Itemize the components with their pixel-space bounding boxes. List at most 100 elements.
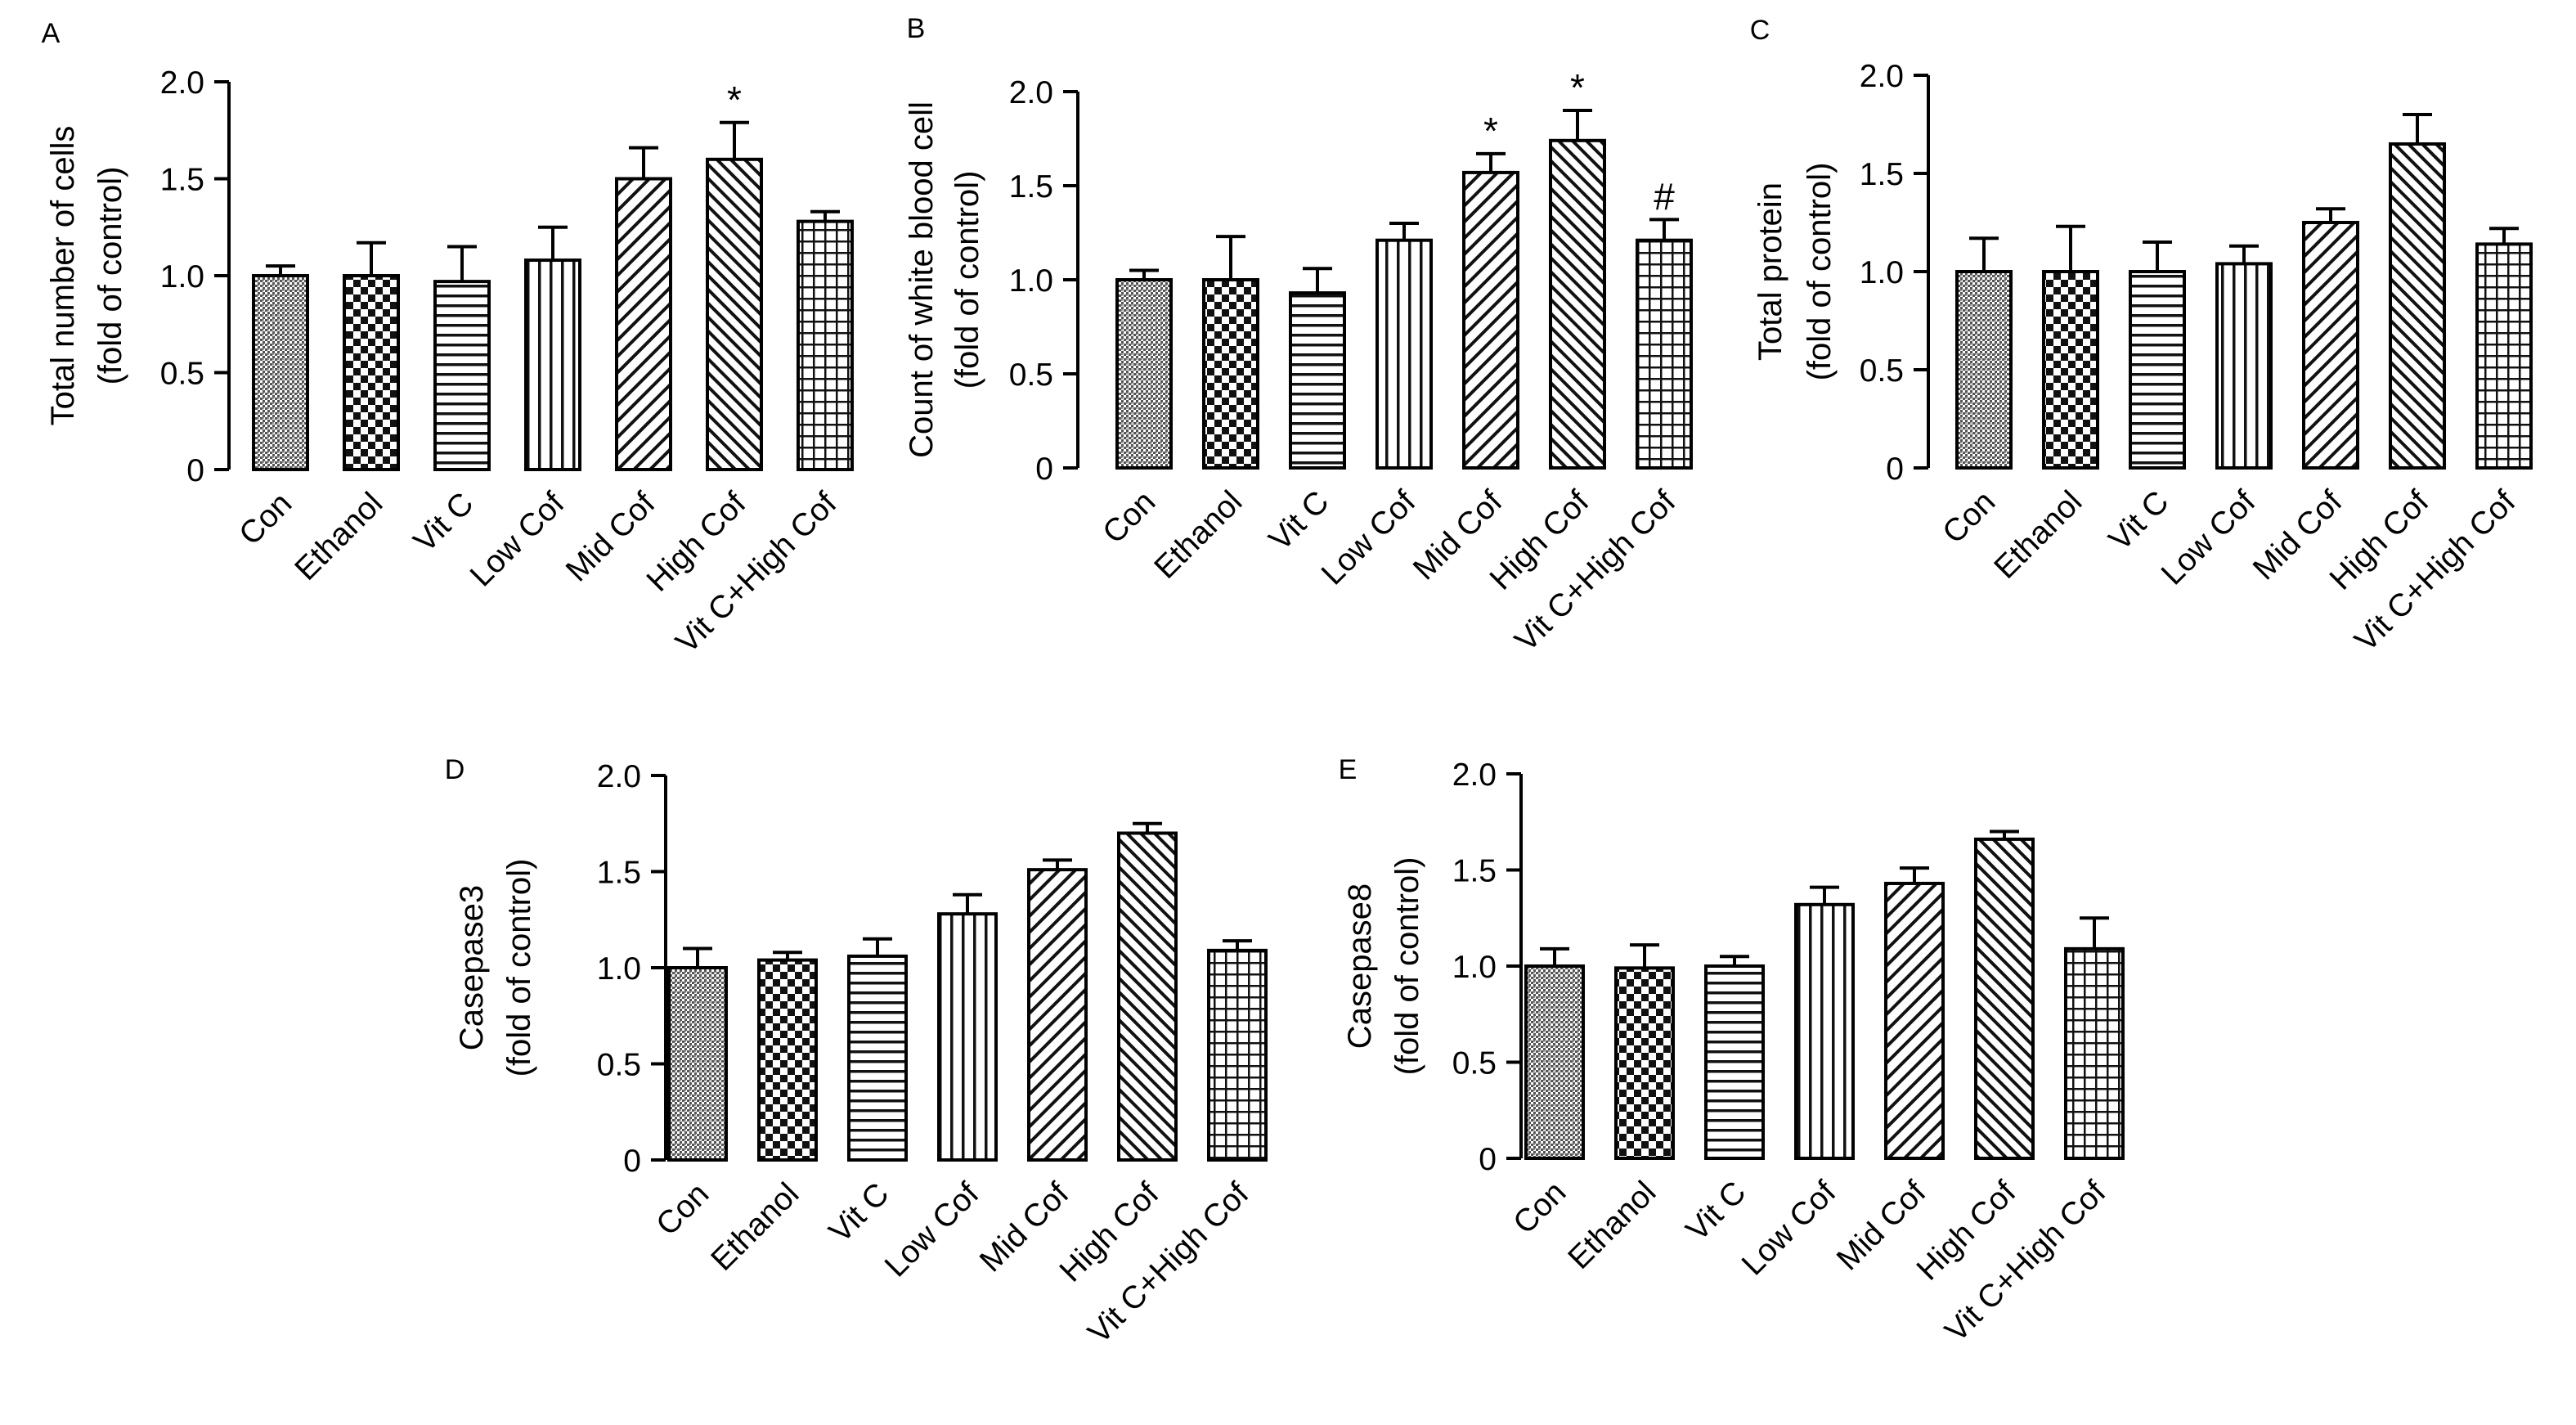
y-tick-label: 1.0	[1009, 263, 1053, 299]
x-category-label: Con	[232, 486, 298, 552]
bar-con	[1115, 278, 1173, 470]
bar-low-cof	[2215, 262, 2273, 470]
x-category-label: Ethanol	[1147, 484, 1249, 586]
y-axis-label: Casepase8	[1342, 883, 1378, 1049]
y-tick-label: 2.0	[1009, 75, 1053, 110]
y-tick-label: 2.0	[1452, 757, 1497, 793]
bar-ethanol	[2042, 270, 2099, 470]
panel-letter: C	[1750, 15, 1770, 46]
x-category-label: Con	[649, 1176, 716, 1243]
bar-vit-c-high-cof	[1207, 948, 1268, 1162]
y-tick-label: 2.0	[597, 759, 641, 794]
significance-marker: #	[1654, 175, 1675, 218]
y-tick-label: 1.0	[160, 259, 204, 294]
x-category-label: Vit C+High Cof	[669, 486, 843, 660]
bar-vit-c	[433, 280, 491, 471]
bar-vit-c	[1704, 964, 1765, 1160]
x-category-label: Low Cof	[878, 1176, 986, 1284]
bar-low-cof	[524, 258, 581, 472]
chart-panel-c: C 0 0.5 1.0 1.5 2.0 Total protein (fold of cont…	[1750, 15, 2533, 659]
significance-marker: *	[1570, 66, 1585, 109]
significance-marker: *	[727, 79, 742, 121]
panel-letter: D	[445, 754, 465, 785]
x-category-label: Low Cof	[464, 486, 572, 594]
significance-marker: *	[1483, 110, 1498, 152]
y-tick-label: 0	[623, 1144, 641, 1179]
x-category-label: Vit C	[823, 1176, 896, 1250]
x-category-label: Vit C+High Cof	[1508, 484, 1682, 659]
bar-vit-c	[847, 954, 908, 1162]
x-category-label: Ethanol	[704, 1176, 806, 1278]
bar-con	[252, 274, 309, 471]
x-category-label: Vit C	[1680, 1175, 1753, 1248]
y-axis-label-unit: (fold of control)	[1802, 163, 1838, 381]
panel-letter: E	[1339, 754, 1358, 785]
x-category-label: Vit C	[2103, 484, 2176, 558]
bar-ethanol	[757, 958, 818, 1162]
bar-ethanol	[1614, 966, 1675, 1160]
y-axis-label-unit: (fold of control)	[501, 859, 537, 1077]
x-category-label: Vit C	[1263, 484, 1336, 558]
bar-low-cof	[1794, 902, 1855, 1161]
x-category-label: Low Cof	[1735, 1175, 1843, 1283]
bar-ethanol	[1202, 278, 1259, 470]
bar-vit-c	[2129, 270, 2186, 470]
x-category-label: Low Cof	[2155, 484, 2263, 592]
bar-vit-c-high-cof	[2064, 946, 2125, 1160]
y-tick-label: 1.0	[1860, 255, 1904, 290]
bar-mid-cof	[615, 177, 672, 471]
y-axis-label-unit: (fold of control)	[92, 167, 128, 385]
bar-high-cof	[2389, 142, 2446, 470]
x-category-label: Vit C+High Cof	[2348, 484, 2522, 659]
y-tick-label: 2.0	[160, 65, 204, 101]
y-tick-label: 1.5	[1452, 854, 1497, 889]
bar-vit-c	[1289, 291, 1346, 470]
bar-high-cof	[1549, 138, 1606, 470]
y-tick-label: 1.5	[597, 856, 641, 891]
y-tick-label: 0	[186, 453, 204, 488]
bar-low-cof	[1376, 238, 1433, 470]
bar-vit-c-high-cof	[1636, 238, 1693, 470]
y-tick-label: 0	[1479, 1142, 1497, 1177]
y-axis-label: Casepase3	[454, 885, 490, 1050]
y-tick-label: 0.5	[1860, 353, 1904, 389]
bar-high-cof	[1974, 837, 2035, 1161]
chart-panel-e: E 0 0.5 1.0 1.5 2.0 Casepase8 (fold of control)…	[1339, 754, 2125, 1349]
y-axis-label: Total number of cells	[45, 126, 81, 426]
y-axis-label: Total protein	[1752, 182, 1788, 361]
y-axis-label: Count of white blood cell	[904, 101, 940, 458]
x-category-label: Vit C	[407, 486, 481, 560]
bar-vit-c-high-cof	[797, 219, 854, 471]
y-tick-label: 1.0	[1452, 950, 1497, 985]
bar-low-cof	[937, 912, 998, 1162]
bar-con	[1955, 270, 2013, 470]
y-tick-label: 2.0	[1860, 59, 1904, 94]
y-tick-label: 1.5	[1009, 169, 1053, 205]
y-tick-label: 0.5	[160, 357, 204, 392]
x-category-label: Low Cof	[1315, 484, 1423, 592]
y-tick-label: 0.5	[1452, 1046, 1497, 1081]
y-tick-label: 1.5	[160, 163, 204, 198]
chart-panel-a: A 0 0.5 1.0 1.5 2.0 Total number of cells (fold…	[42, 18, 854, 660]
y-tick-label: 0	[1886, 452, 1904, 487]
panel-letter: B	[907, 13, 926, 44]
bar-mid-cof	[1027, 868, 1088, 1162]
x-category-label: Ethanol	[1561, 1175, 1663, 1276]
bar-con	[667, 966, 728, 1162]
x-category-label: Ethanol	[1987, 484, 2089, 586]
x-category-label: Con	[1936, 484, 2002, 551]
bar-vit-c-high-cof	[2475, 242, 2533, 470]
chart-panel-d: D 0 0.5 1.0 1.5 2.0 Casepase3 (fold of control)…	[445, 754, 1268, 1351]
y-axis-label-unit: (fold of control)	[949, 171, 985, 389]
bar-high-cof	[1117, 831, 1178, 1162]
bar-mid-cof	[1462, 170, 1519, 470]
x-category-label: Con	[1096, 484, 1162, 551]
y-tick-label: 1.0	[597, 951, 641, 987]
x-category-label: Vit C+High Cof	[1938, 1175, 2112, 1349]
x-category-label: Ethanol	[288, 486, 389, 587]
y-tick-label: 1.5	[1860, 157, 1904, 192]
bar-con	[1524, 964, 1585, 1160]
chart-panel-b: B 0 0.5 1.0 1.5 2.0 Count of white blood cell(…	[904, 13, 1693, 659]
panel-letter: A	[42, 18, 61, 49]
